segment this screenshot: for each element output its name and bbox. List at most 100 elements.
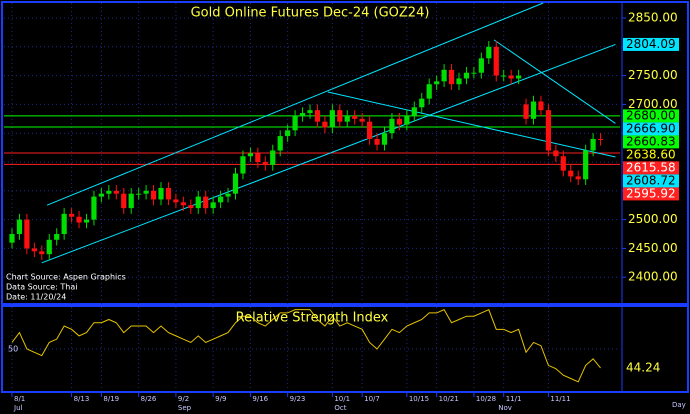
candle bbox=[188, 199, 194, 214]
candle bbox=[374, 133, 380, 151]
candle bbox=[24, 213, 30, 255]
candle-body bbox=[597, 138, 604, 140]
candle bbox=[232, 167, 239, 200]
candle-body bbox=[9, 234, 15, 243]
candle bbox=[173, 193, 179, 209]
candle-body bbox=[218, 196, 224, 203]
chart-title: Gold Online Futures Dec-24 (GOZ24) bbox=[191, 6, 430, 21]
candle bbox=[545, 104, 551, 157]
candle-body bbox=[367, 121, 373, 139]
candle-body bbox=[285, 130, 291, 137]
candle-body bbox=[322, 121, 328, 128]
candle-body bbox=[69, 213, 75, 217]
candle-body bbox=[39, 251, 45, 255]
trendline bbox=[41, 43, 616, 264]
candle bbox=[69, 208, 75, 223]
candle-body bbox=[530, 101, 537, 119]
candle-body bbox=[136, 193, 142, 195]
annotation: Chart Source: Aspen Graphics bbox=[6, 273, 126, 282]
x-tick-label: 11/11 bbox=[550, 395, 570, 403]
candle bbox=[195, 190, 201, 214]
month-label: Nov bbox=[498, 404, 512, 412]
candle-body bbox=[456, 78, 462, 85]
candle bbox=[501, 69, 507, 82]
candle bbox=[262, 156, 268, 171]
candle-body bbox=[568, 170, 574, 177]
candle-body bbox=[434, 81, 440, 85]
rsi-last-box bbox=[623, 361, 663, 375]
candle bbox=[165, 182, 172, 206]
candle bbox=[516, 69, 522, 85]
candle bbox=[322, 115, 328, 134]
y-tick-label: 2850.00 bbox=[628, 10, 678, 24]
level-box bbox=[623, 174, 679, 188]
candle-body bbox=[143, 190, 149, 194]
month-label: Jul bbox=[13, 404, 23, 412]
candle-body bbox=[180, 202, 186, 206]
candle-body bbox=[277, 136, 283, 151]
candle-body bbox=[426, 84, 432, 99]
x-tick-label: 10/15 bbox=[409, 395, 429, 403]
candle bbox=[83, 213, 90, 229]
candle bbox=[16, 213, 23, 240]
candle-body bbox=[225, 193, 231, 197]
candle bbox=[277, 130, 283, 157]
candle bbox=[560, 150, 566, 177]
level-box bbox=[623, 122, 679, 136]
trendline bbox=[46, 2, 544, 206]
level-box bbox=[623, 187, 679, 201]
candle bbox=[508, 69, 514, 85]
trendline bbox=[493, 39, 616, 124]
candle bbox=[292, 110, 298, 137]
candle bbox=[299, 107, 306, 122]
candle-body bbox=[113, 190, 119, 194]
level-label: 2638.60 bbox=[626, 147, 676, 161]
y-tick-label: 2500.00 bbox=[628, 212, 678, 226]
candle bbox=[218, 190, 224, 209]
y-tick-label: 2450.00 bbox=[628, 241, 678, 255]
candle bbox=[314, 104, 321, 128]
candle bbox=[106, 185, 112, 200]
x-tick-label: 8/1 bbox=[14, 395, 25, 403]
candle-body bbox=[106, 190, 112, 194]
candle-body bbox=[471, 72, 477, 74]
candle-body bbox=[493, 46, 499, 76]
candle-body bbox=[240, 156, 246, 174]
candle bbox=[337, 104, 343, 128]
x-tick-label: 10/1 bbox=[334, 395, 350, 403]
candle-body bbox=[352, 115, 358, 119]
candle bbox=[121, 187, 127, 214]
x-tick-label: 10/21 bbox=[439, 395, 459, 403]
month-label: Oct bbox=[334, 404, 346, 412]
main-frame bbox=[1, 1, 689, 305]
annotation: Data Source: Thai bbox=[6, 283, 77, 292]
level-label: 2595.92 bbox=[626, 186, 676, 200]
candle-body bbox=[404, 115, 410, 125]
candle-body bbox=[575, 176, 581, 180]
candle-body bbox=[299, 113, 306, 116]
y-tick-label: 50 bbox=[8, 345, 18, 354]
candle bbox=[568, 164, 574, 183]
candle-body bbox=[314, 110, 321, 122]
candle bbox=[98, 187, 104, 203]
candle-body bbox=[389, 118, 395, 134]
x-tick-label: 11/1 bbox=[506, 395, 522, 403]
candle bbox=[478, 52, 484, 79]
candle-body bbox=[538, 101, 544, 111]
candle bbox=[61, 208, 67, 240]
candle-body bbox=[83, 219, 90, 223]
candle bbox=[46, 234, 52, 260]
candle-body bbox=[344, 115, 350, 122]
annotation: Date: 11/20/24 bbox=[6, 293, 66, 302]
candle-body bbox=[91, 196, 97, 220]
x-unit: Day bbox=[672, 401, 686, 409]
candle-body bbox=[359, 118, 365, 122]
candle-body bbox=[24, 219, 30, 249]
candle-body bbox=[188, 205, 194, 209]
candle bbox=[128, 187, 134, 214]
candle bbox=[471, 66, 477, 79]
x-tick-label: 8/13 bbox=[74, 395, 90, 403]
x-tick-label: 9/9 bbox=[215, 395, 226, 403]
candle bbox=[255, 147, 261, 168]
